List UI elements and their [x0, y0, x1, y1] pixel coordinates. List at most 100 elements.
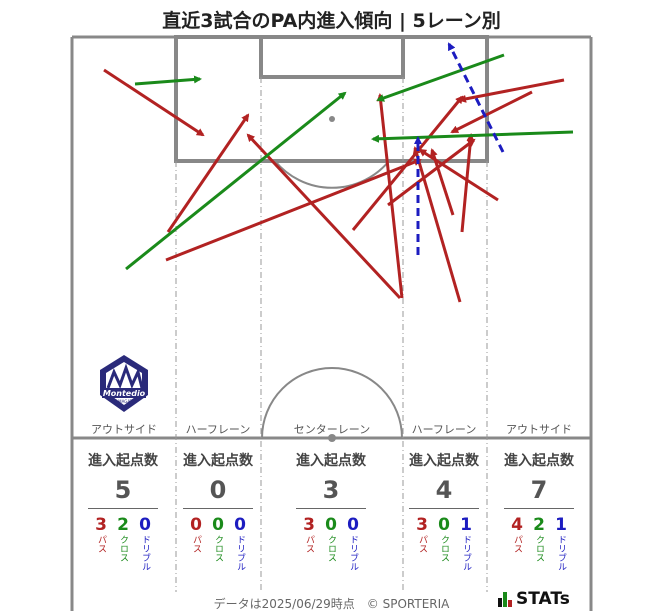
pass-arrow	[387, 138, 476, 207]
pass-arrow	[412, 146, 462, 303]
stat-dribble-label: ドリブル	[235, 535, 245, 571]
stat-pass: 0 パス	[189, 515, 203, 571]
stat-header: 進入起点数	[409, 453, 479, 469]
stat-pass: 3 パス	[415, 515, 429, 571]
stat-header: 進入起点数	[183, 453, 253, 469]
stat-divider	[88, 508, 158, 509]
lane-stat-column: 進入起点数 0 0 パス 0 クロス 0 ドリブル	[173, 450, 263, 571]
stat-total: 7	[530, 476, 548, 504]
stat-pass-count: 4	[511, 515, 523, 535]
stat-total: 3	[322, 476, 340, 504]
stats-logo-icon	[498, 591, 512, 607]
stat-dribble: 1 ドリブル	[554, 515, 568, 571]
lane-label-left-outside: アウトサイド	[91, 423, 157, 436]
chart-title: 直近3試合のPA内進入傾向 | 5レーン別	[162, 10, 501, 32]
lane-dividers	[175, 77, 488, 592]
stat-total: 5	[114, 476, 132, 504]
lane-label-right-outside: アウトサイド	[506, 423, 572, 436]
stat-total: 0	[209, 476, 227, 504]
stat-dribble-count: 0	[347, 515, 359, 535]
stat-pass-label: パス	[304, 535, 314, 553]
stat-pass-label: パス	[417, 535, 427, 553]
stat-cross-count: 2	[533, 515, 545, 535]
lane-stat-column: 進入起点数 7 4 パス 2 クロス 1 ドリブル	[494, 450, 584, 571]
stat-pass-label: パス	[96, 535, 106, 553]
lane-stat-column: 進入起点数 5 3 パス 2 クロス 0 ドリブル	[78, 450, 168, 571]
center-spot	[328, 434, 336, 442]
stat-breakdown: 3 パス 2 クロス 0 ドリブル	[78, 515, 168, 571]
stat-divider	[183, 508, 253, 509]
stat-breakdown: 3 パス 0 クロス 1 ドリブル	[399, 515, 489, 571]
cross-arrow	[371, 130, 574, 143]
pass-arrow	[430, 148, 455, 216]
stat-dribble-count: 1	[555, 515, 567, 535]
stat-header: 進入起点数	[88, 453, 158, 469]
stat-divider	[409, 508, 479, 509]
penalty-spot	[329, 116, 335, 122]
stat-dribble: 0 ドリブル	[138, 515, 152, 571]
stat-cross: 0 クロス	[324, 515, 338, 571]
lane-stat-column: 進入起点数 4 3 パス 0 クロス 1 ドリブル	[399, 450, 489, 571]
pitch-lines	[70, 35, 593, 611]
stat-cross-count: 2	[117, 515, 129, 535]
stat-cross-label: クロス	[213, 535, 223, 562]
pass-arrow	[450, 90, 533, 134]
stat-header: 進入起点数	[296, 453, 366, 469]
stats-logo-text: STATs	[516, 589, 570, 609]
lane-label-right-halfspace: ハーフレーン	[411, 423, 477, 436]
stat-cross-count: 0	[438, 515, 450, 535]
pass-arrow	[458, 78, 565, 103]
dribble-arrow	[447, 42, 505, 153]
footer-credit: データは2025/06/29時点 © SPORTERIA	[213, 597, 450, 611]
stat-cross-label: クロス	[439, 535, 449, 562]
stat-pass: 3 パス	[94, 515, 108, 571]
stat-breakdown: 4 パス 2 クロス 1 ドリブル	[494, 515, 584, 571]
stat-dribble-count: 1	[460, 515, 472, 535]
stat-dribble-count: 0	[139, 515, 151, 535]
stat-breakdown: 0 パス 0 クロス 0 ドリブル	[173, 515, 263, 571]
stat-pass-label: パス	[191, 535, 201, 553]
stat-dribble-count: 0	[234, 515, 246, 535]
pass-arrow	[165, 158, 422, 262]
stat-cross: 0 クロス	[437, 515, 451, 571]
pass-arrow	[376, 93, 404, 299]
stat-dribble-label: ドリブル	[348, 535, 358, 571]
stat-pass-count: 3	[95, 515, 107, 535]
stat-pass-count: 3	[416, 515, 428, 535]
stat-divider	[504, 508, 574, 509]
team-crest-sub: YAMAGATA	[112, 399, 135, 404]
cross-arrow	[134, 75, 202, 86]
stat-dribble: 0 ドリブル	[346, 515, 360, 571]
stat-dribble-label: ドリブル	[461, 535, 471, 571]
stat-pass-label: パス	[512, 535, 522, 553]
stat-pass: 3 パス	[302, 515, 316, 571]
stat-cross-count: 0	[212, 515, 224, 535]
stat-total: 4	[435, 476, 453, 504]
arrow-layer	[103, 42, 574, 303]
stat-cross: 2 クロス	[532, 515, 546, 571]
stat-dribble: 1 ドリブル	[459, 515, 473, 571]
stat-pass-count: 3	[303, 515, 315, 535]
stat-cross: 0 クロス	[211, 515, 225, 571]
pass-arrow	[166, 113, 250, 233]
stat-pass: 4 パス	[510, 515, 524, 571]
team-crest	[100, 355, 148, 412]
stat-cross-label: クロス	[118, 535, 128, 562]
lane-stat-column: 進入起点数 3 3 パス 0 クロス 0 ドリブル	[286, 450, 376, 571]
stat-breakdown: 3 パス 0 クロス 0 ドリブル	[286, 515, 376, 571]
stat-cross-count: 0	[325, 515, 337, 535]
lane-label-center: センターレーン	[293, 423, 371, 436]
lane-label-left-halfspace: ハーフレーン	[185, 423, 251, 436]
pass-arrow	[460, 133, 475, 233]
stat-cross-label: クロス	[326, 535, 336, 562]
pass-arrow	[351, 95, 464, 231]
stat-divider	[296, 508, 366, 509]
stat-cross: 2 クロス	[116, 515, 130, 571]
pass-arrow	[418, 148, 499, 202]
stat-header: 進入起点数	[504, 453, 574, 469]
stat-pass-count: 0	[190, 515, 202, 535]
team-crest-name: Montedio	[103, 389, 146, 398]
stat-dribble: 0 ドリブル	[233, 515, 247, 571]
stat-dribble-label: ドリブル	[140, 535, 150, 571]
